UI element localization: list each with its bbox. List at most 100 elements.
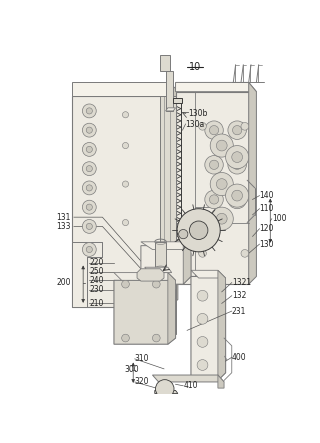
Circle shape bbox=[228, 155, 246, 174]
Text: 410: 410 bbox=[183, 381, 198, 390]
Circle shape bbox=[199, 122, 206, 130]
Text: 130: 130 bbox=[260, 240, 274, 249]
Circle shape bbox=[86, 127, 92, 133]
Circle shape bbox=[189, 221, 208, 240]
Text: 200: 200 bbox=[56, 278, 71, 287]
Polygon shape bbox=[165, 108, 176, 111]
Circle shape bbox=[228, 190, 246, 209]
Circle shape bbox=[226, 146, 249, 169]
Text: 132: 132 bbox=[232, 291, 246, 300]
Text: 130b: 130b bbox=[189, 109, 208, 118]
Text: 1321: 1321 bbox=[232, 278, 251, 287]
Polygon shape bbox=[173, 98, 182, 103]
Circle shape bbox=[241, 122, 249, 130]
Text: 131: 131 bbox=[56, 213, 71, 222]
Circle shape bbox=[122, 280, 129, 288]
Circle shape bbox=[232, 190, 243, 201]
Text: 220: 220 bbox=[89, 258, 104, 267]
Circle shape bbox=[179, 229, 188, 239]
Circle shape bbox=[152, 334, 160, 342]
Polygon shape bbox=[114, 272, 176, 280]
Circle shape bbox=[197, 313, 208, 324]
Circle shape bbox=[86, 223, 92, 229]
Polygon shape bbox=[155, 242, 166, 269]
Circle shape bbox=[241, 249, 249, 257]
Circle shape bbox=[82, 200, 96, 214]
Circle shape bbox=[82, 181, 96, 195]
Text: 250: 250 bbox=[89, 267, 104, 276]
Circle shape bbox=[82, 243, 96, 256]
Text: 231: 231 bbox=[232, 307, 246, 315]
Polygon shape bbox=[72, 242, 102, 307]
Polygon shape bbox=[176, 92, 249, 284]
Circle shape bbox=[177, 209, 220, 252]
Polygon shape bbox=[72, 96, 168, 307]
Circle shape bbox=[205, 190, 223, 209]
Text: 140: 140 bbox=[260, 191, 274, 200]
Circle shape bbox=[233, 160, 242, 169]
Text: 230: 230 bbox=[89, 285, 104, 294]
Circle shape bbox=[122, 334, 129, 342]
Circle shape bbox=[86, 146, 92, 152]
Polygon shape bbox=[141, 246, 191, 284]
Polygon shape bbox=[218, 375, 224, 388]
Polygon shape bbox=[72, 82, 168, 96]
Circle shape bbox=[86, 204, 92, 210]
Circle shape bbox=[216, 214, 227, 224]
Circle shape bbox=[86, 185, 92, 191]
Circle shape bbox=[86, 108, 92, 114]
Circle shape bbox=[233, 125, 242, 135]
Circle shape bbox=[210, 207, 233, 230]
Polygon shape bbox=[137, 269, 164, 281]
Text: 300: 300 bbox=[124, 365, 139, 374]
Polygon shape bbox=[176, 82, 256, 92]
Circle shape bbox=[123, 219, 129, 225]
Polygon shape bbox=[168, 272, 176, 344]
Circle shape bbox=[233, 195, 242, 204]
Polygon shape bbox=[152, 375, 224, 382]
Text: 320: 320 bbox=[135, 377, 149, 386]
Circle shape bbox=[152, 280, 160, 288]
Circle shape bbox=[197, 290, 208, 301]
Polygon shape bbox=[218, 270, 226, 381]
Circle shape bbox=[123, 112, 129, 118]
Circle shape bbox=[210, 172, 233, 196]
Circle shape bbox=[226, 184, 249, 207]
Circle shape bbox=[82, 162, 96, 175]
Circle shape bbox=[210, 134, 233, 157]
Text: 120: 120 bbox=[260, 224, 274, 233]
Polygon shape bbox=[114, 280, 176, 344]
Polygon shape bbox=[191, 276, 226, 381]
Circle shape bbox=[228, 121, 246, 140]
Circle shape bbox=[209, 195, 219, 204]
Text: 130a: 130a bbox=[186, 120, 205, 128]
Text: 310: 310 bbox=[135, 354, 149, 363]
Polygon shape bbox=[191, 270, 226, 278]
Polygon shape bbox=[155, 390, 178, 393]
Circle shape bbox=[209, 125, 219, 135]
Circle shape bbox=[205, 121, 223, 140]
Text: 110: 110 bbox=[260, 204, 274, 213]
Text: 10: 10 bbox=[189, 62, 201, 72]
Text: 210: 210 bbox=[89, 299, 104, 308]
Circle shape bbox=[86, 166, 92, 172]
Text: 240: 240 bbox=[89, 276, 104, 285]
Text: 400: 400 bbox=[232, 353, 246, 362]
Circle shape bbox=[156, 380, 174, 398]
Circle shape bbox=[82, 123, 96, 137]
Polygon shape bbox=[249, 82, 256, 284]
Polygon shape bbox=[141, 242, 191, 249]
Circle shape bbox=[209, 160, 219, 169]
Circle shape bbox=[123, 181, 129, 187]
Polygon shape bbox=[168, 82, 178, 307]
Circle shape bbox=[199, 249, 206, 257]
Circle shape bbox=[205, 155, 223, 174]
Circle shape bbox=[197, 337, 208, 347]
Polygon shape bbox=[165, 71, 173, 111]
Circle shape bbox=[232, 152, 243, 163]
Circle shape bbox=[86, 246, 92, 253]
Polygon shape bbox=[145, 267, 172, 272]
Circle shape bbox=[82, 143, 96, 156]
Circle shape bbox=[216, 179, 227, 190]
Circle shape bbox=[216, 140, 227, 151]
